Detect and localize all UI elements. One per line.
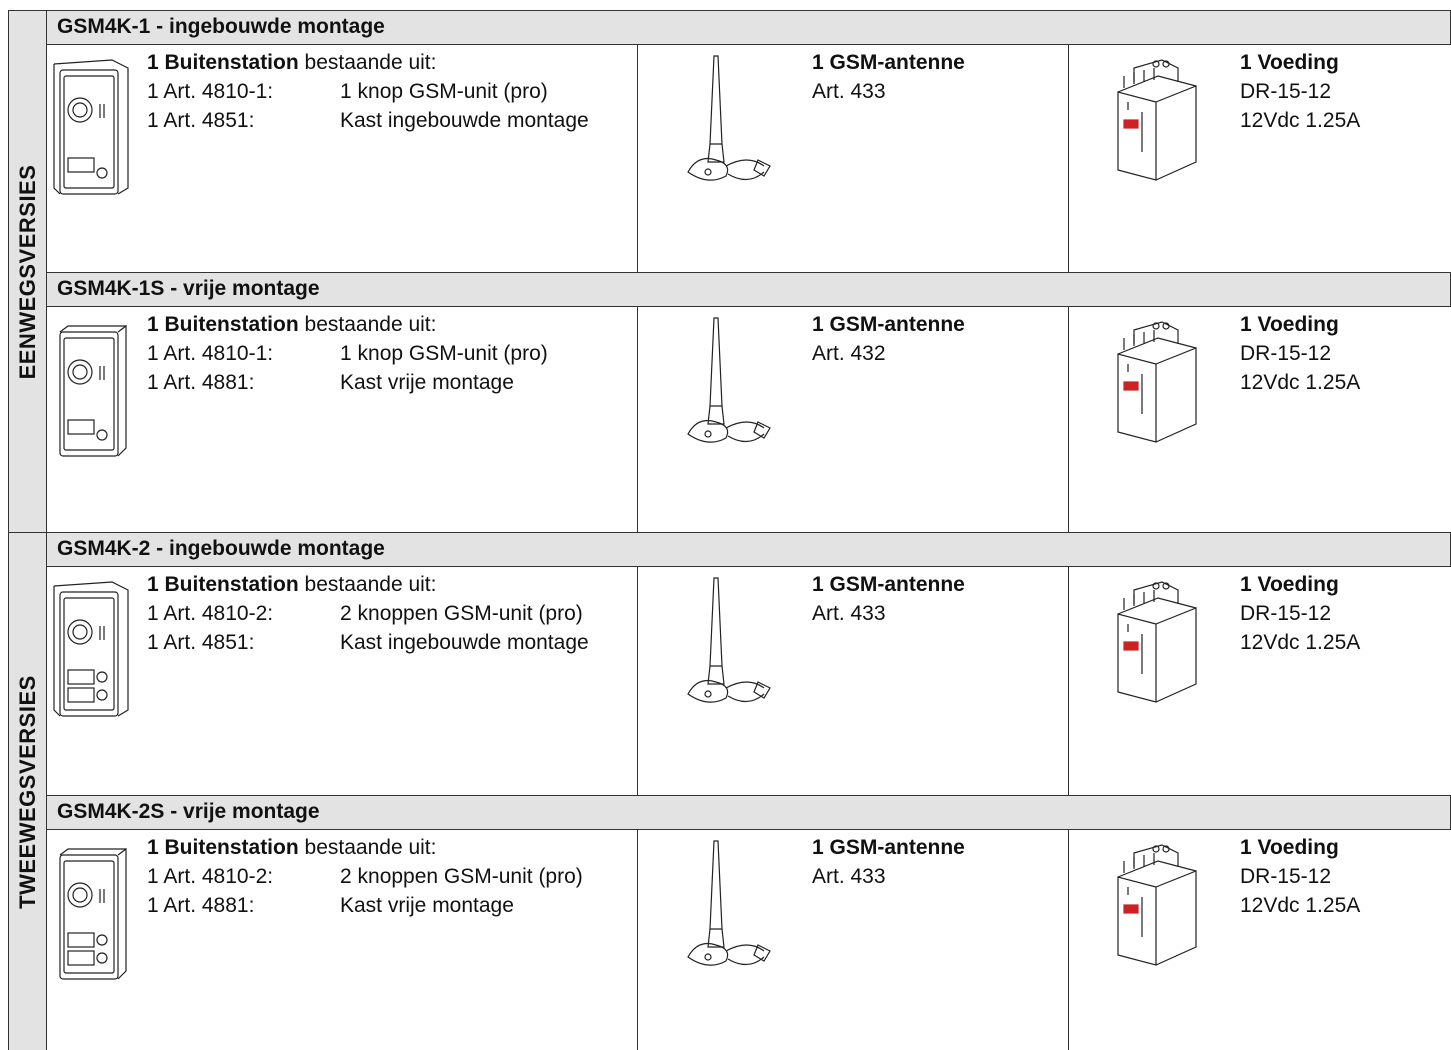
article-number: 1 Art. 4810-1: <box>147 80 274 103</box>
station-rest: bestaande uit: <box>304 51 437 74</box>
group-side: EENWEGSVERSIES <box>8 10 47 533</box>
article-desc: 2 knoppen GSM-unit (pro) <box>340 865 583 888</box>
power-title: 1 Voeding <box>1240 836 1339 859</box>
cell <box>46 566 638 796</box>
article-number: 1 Art. 4851: <box>147 109 255 132</box>
article-number: 1 Art. 4851: <box>147 631 255 654</box>
station-heading: 1 Buitenstation bestaande uit: <box>147 310 436 339</box>
cell <box>1068 44 1451 273</box>
antenna-image <box>687 317 771 443</box>
section-title: GSM4K-1S - vrije montage <box>46 272 1451 307</box>
station-image <box>59 324 127 457</box>
station-bold: 1 Buitenstation <box>147 313 299 336</box>
power-image <box>1117 321 1197 443</box>
antenna-art: Art. 433 <box>812 602 886 625</box>
station-rest: bestaande uit: <box>304 573 437 596</box>
station-bold: 1 Buitenstation <box>147 51 299 74</box>
section-title: GSM4K-2 - ingebouwde montage <box>46 532 1451 567</box>
section-title: GSM4K-1 - ingebouwde montage <box>46 10 1451 45</box>
group-label: TWEEWEGSVERSIES <box>14 674 40 909</box>
station-image <box>53 581 129 717</box>
article-number: 1 Art. 4881: <box>147 371 255 394</box>
antenna-image <box>687 840 771 966</box>
cell <box>46 44 638 273</box>
power-title: 1 Voeding <box>1240 313 1339 336</box>
power-image <box>1117 59 1197 181</box>
cell <box>46 306 638 533</box>
article-desc: Kast vrije montage <box>340 894 514 917</box>
cell <box>1068 829 1451 1050</box>
section-title: GSM4K-2S - vrije montage <box>46 795 1451 830</box>
station-rest: bestaande uit: <box>304 313 437 336</box>
station-rest: bestaande uit: <box>304 836 437 859</box>
antenna-art: Art. 432 <box>812 342 886 365</box>
power-spec: 12Vdc 1.25A <box>1240 109 1361 132</box>
group-side: TWEEWEGSVERSIES <box>8 532 47 1050</box>
station-heading: 1 Buitenstation bestaande uit: <box>147 570 436 599</box>
station-bold: 1 Buitenstation <box>147 836 299 859</box>
cell <box>46 829 638 1050</box>
antenna-image <box>687 577 771 703</box>
power-model: DR-15-12 <box>1240 865 1332 888</box>
article-number: 1 Art. 4810-2: <box>147 865 274 888</box>
power-model: DR-15-12 <box>1240 602 1332 625</box>
power-title: 1 Voeding <box>1240 573 1339 596</box>
station-heading: 1 Buitenstation bestaande uit: <box>147 833 436 862</box>
article-desc: 1 knop GSM-unit (pro) <box>340 342 548 365</box>
power-spec: 12Vdc 1.25A <box>1240 371 1361 394</box>
article-desc: Kast ingebouwde montage <box>340 631 589 654</box>
article-desc: Kast vrije montage <box>340 371 514 394</box>
article-number: 1 Art. 4881: <box>147 894 255 917</box>
power-image <box>1117 844 1197 966</box>
power-spec: 12Vdc 1.25A <box>1240 894 1361 917</box>
group-label: EENWEGSVERSIES <box>14 164 40 379</box>
article-desc: 2 knoppen GSM-unit (pro) <box>340 602 583 625</box>
power-title: 1 Voeding <box>1240 51 1339 74</box>
power-spec: 12Vdc 1.25A <box>1240 631 1361 654</box>
antenna-title: 1 GSM-antenne <box>812 51 965 74</box>
station-heading: 1 Buitenstation bestaande uit: <box>147 48 436 77</box>
article-desc: Kast ingebouwde montage <box>340 109 589 132</box>
antenna-art: Art. 433 <box>812 80 886 103</box>
article-number: 1 Art. 4810-2: <box>147 602 274 625</box>
station-image <box>59 847 127 980</box>
cell <box>1068 566 1451 796</box>
station-bold: 1 Buitenstation <box>147 573 299 596</box>
antenna-art: Art. 433 <box>812 865 886 888</box>
power-image <box>1117 581 1197 703</box>
antenna-title: 1 GSM-antenne <box>812 573 965 596</box>
power-model: DR-15-12 <box>1240 80 1332 103</box>
antenna-title: 1 GSM-antenne <box>812 313 965 336</box>
article-desc: 1 knop GSM-unit (pro) <box>340 80 548 103</box>
station-image <box>53 59 129 195</box>
article-number: 1 Art. 4810-1: <box>147 342 274 365</box>
antenna-title: 1 GSM-antenne <box>812 836 965 859</box>
power-model: DR-15-12 <box>1240 342 1332 365</box>
antenna-image <box>687 55 771 181</box>
